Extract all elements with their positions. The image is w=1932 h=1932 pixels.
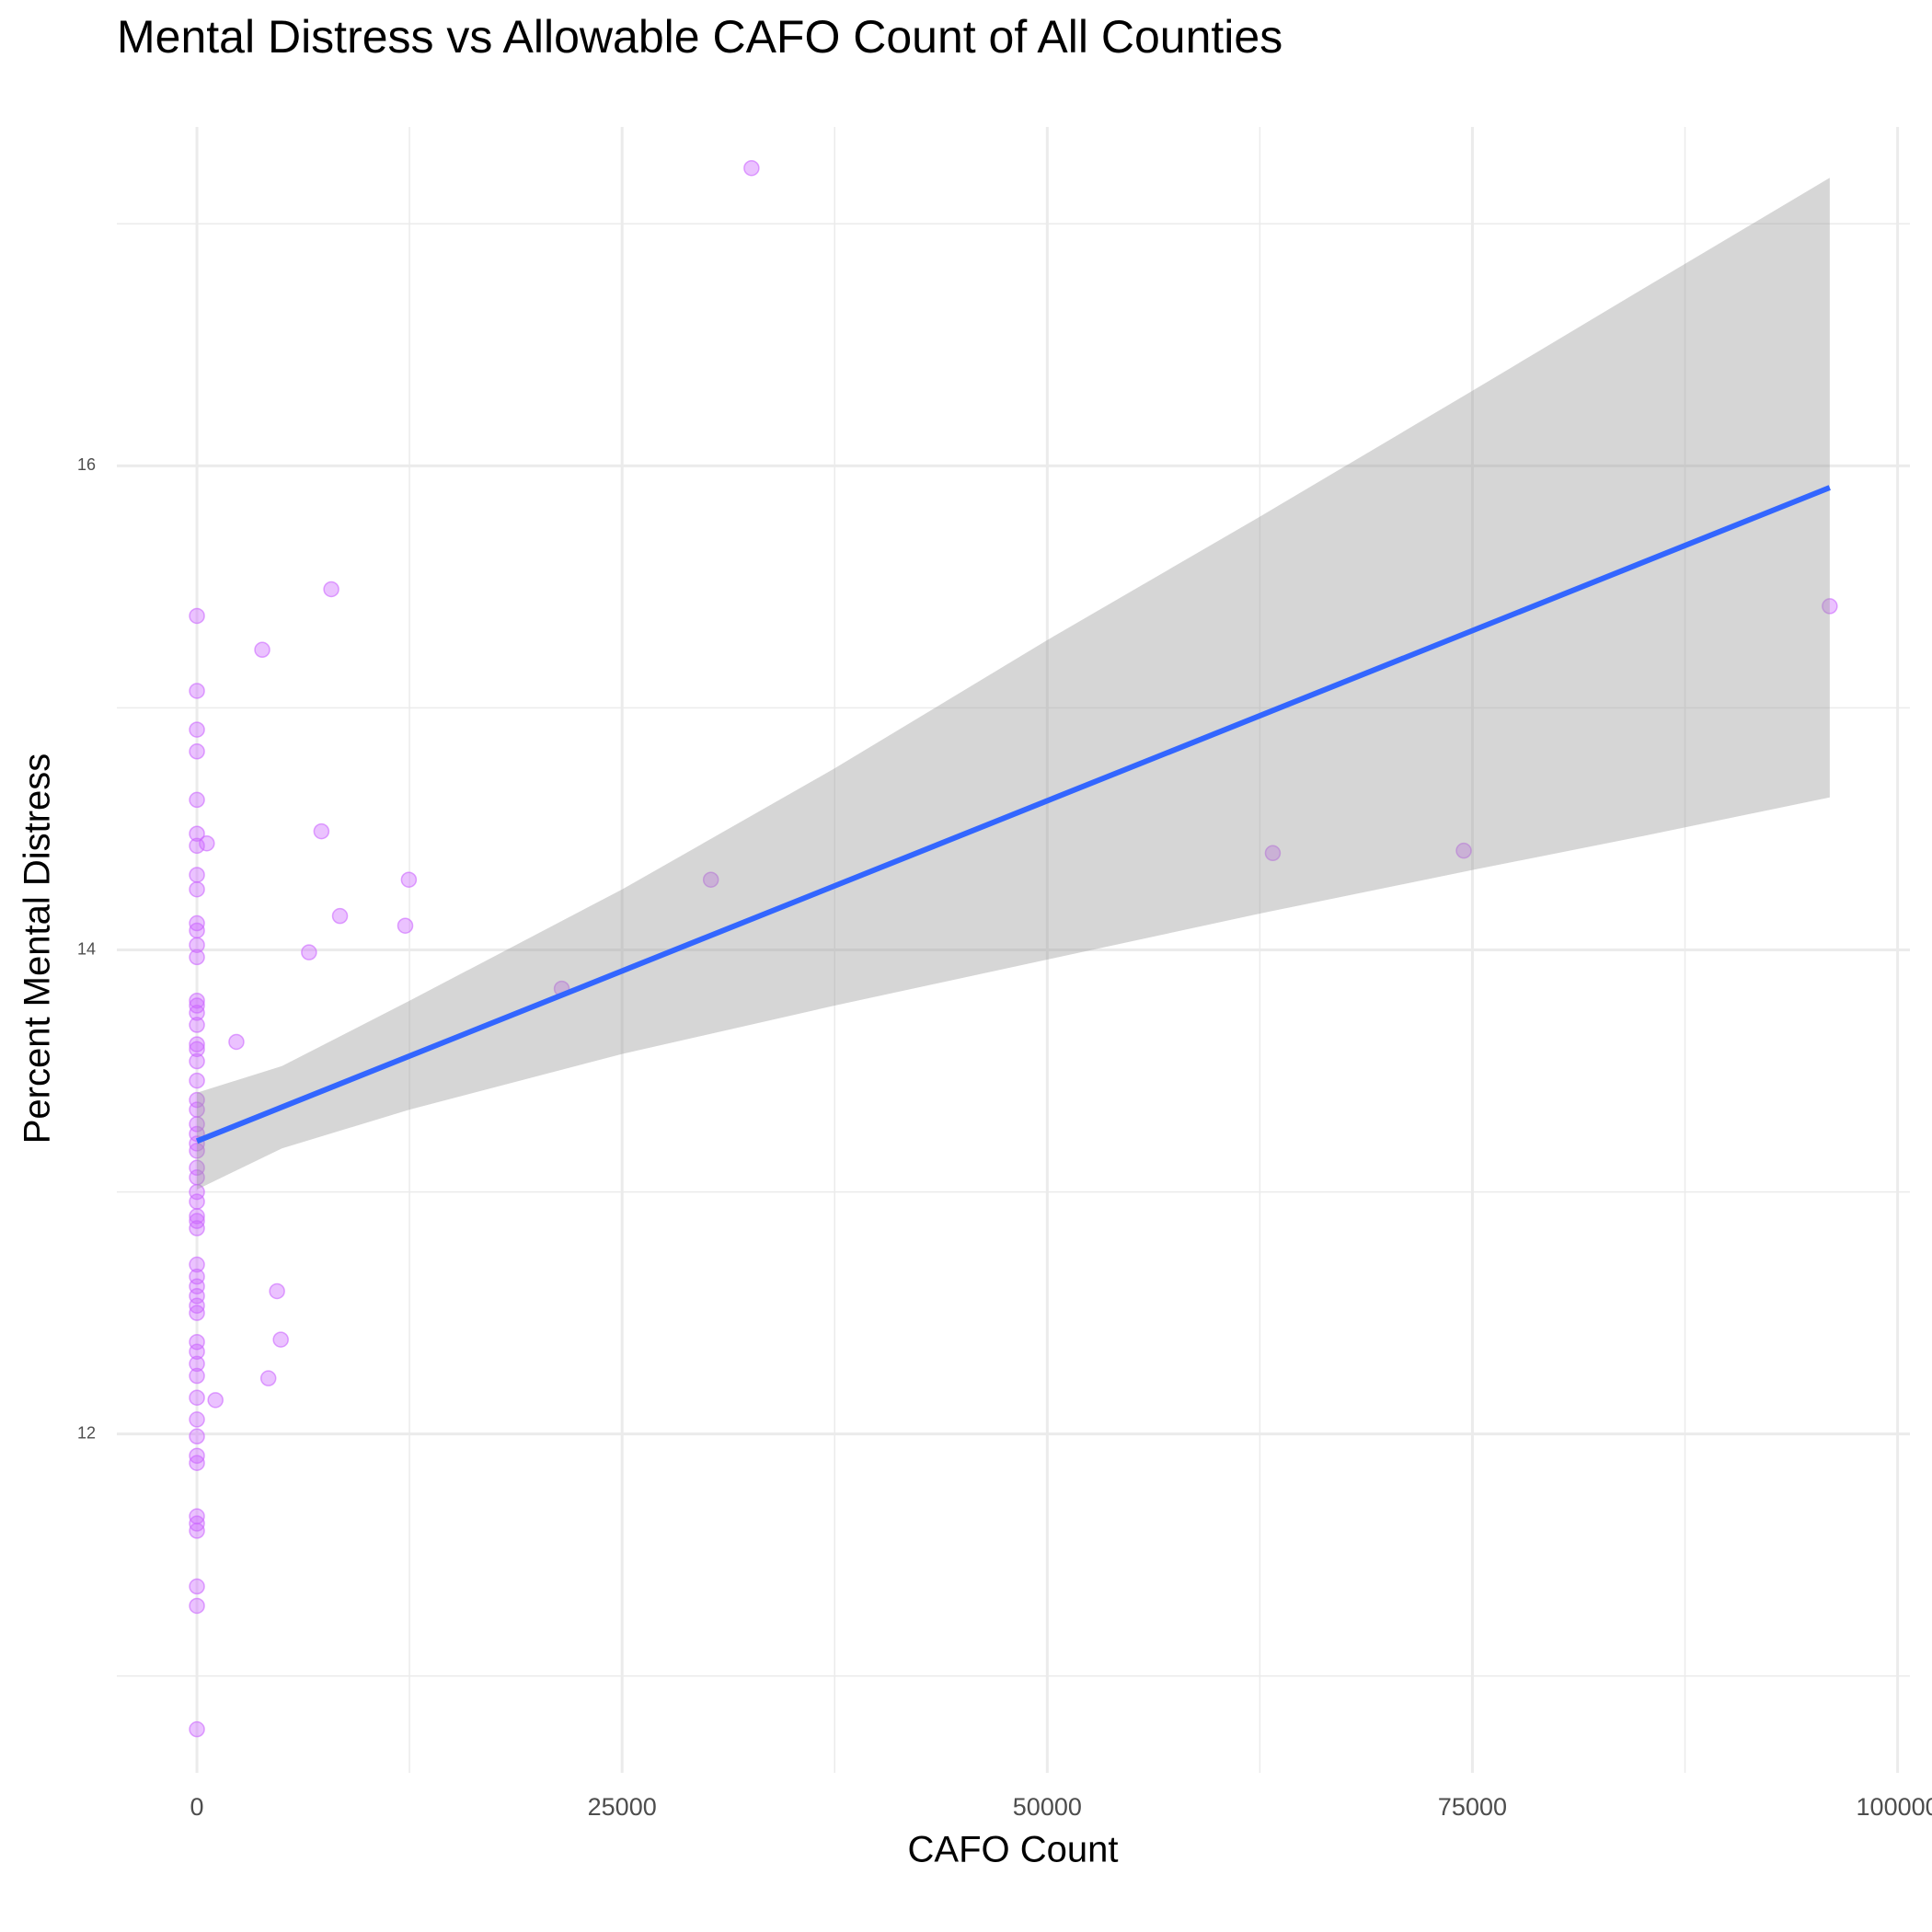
point	[702, 871, 719, 888]
point	[189, 1193, 205, 1210]
point	[189, 837, 205, 855]
x-tick-label: 0	[190, 1793, 204, 1821]
y-tick-label: 16	[77, 455, 96, 474]
point	[269, 1282, 285, 1300]
y-tick-label: 12	[77, 1423, 96, 1442]
point	[189, 1305, 205, 1321]
point	[189, 937, 205, 953]
point	[189, 880, 205, 898]
point	[189, 1411, 205, 1428]
point	[272, 1331, 289, 1348]
x-tick-label: 25000	[588, 1793, 657, 1821]
y-axis-title: Percent Mental Distress	[17, 753, 58, 1144]
point	[189, 1720, 205, 1738]
point	[313, 822, 330, 840]
y-tick-label: 14	[77, 939, 96, 958]
point	[189, 1367, 205, 1385]
point	[189, 1343, 205, 1360]
confidence-band	[197, 178, 1830, 1190]
chart-title: Mental Distress vs Allowable CAFO Count …	[117, 11, 1282, 63]
point	[189, 1072, 205, 1089]
point	[189, 1052, 205, 1070]
point	[1822, 598, 1838, 615]
point	[189, 683, 205, 699]
point	[323, 581, 339, 598]
x-tick-label: 50000	[1013, 1793, 1082, 1821]
point	[189, 992, 205, 1009]
point	[1455, 842, 1472, 859]
point	[189, 949, 205, 966]
point	[189, 825, 205, 842]
point	[1264, 845, 1282, 862]
fit-line	[195, 485, 1831, 1144]
point	[228, 1033, 245, 1051]
x-tick-label: 100000	[1857, 1793, 1932, 1821]
x-axis-title: CAFO Count	[908, 1830, 1119, 1870]
point	[400, 871, 418, 888]
point	[189, 1597, 205, 1615]
point	[189, 1389, 205, 1406]
point	[189, 1578, 205, 1595]
point	[397, 917, 414, 934]
point	[189, 743, 205, 760]
x-tick-label: 75000	[1438, 1793, 1507, 1821]
point	[189, 1256, 205, 1273]
point	[189, 922, 205, 939]
point	[199, 834, 215, 852]
point	[189, 1523, 205, 1539]
point	[189, 1208, 205, 1225]
point	[207, 1392, 224, 1409]
point	[301, 944, 317, 960]
point	[189, 1041, 205, 1058]
point	[189, 721, 205, 738]
point	[254, 641, 270, 659]
point	[189, 1428, 205, 1445]
point	[189, 1036, 205, 1052]
point	[259, 1370, 277, 1386]
point	[189, 867, 205, 883]
point	[331, 907, 349, 925]
point	[189, 1220, 205, 1236]
point	[189, 1143, 205, 1159]
grid	[117, 127, 1910, 1773]
point	[189, 1017, 205, 1033]
point	[189, 1455, 205, 1471]
point	[189, 791, 205, 809]
point	[743, 159, 760, 177]
point	[189, 1355, 205, 1373]
point	[189, 607, 205, 625]
point	[189, 1005, 205, 1021]
